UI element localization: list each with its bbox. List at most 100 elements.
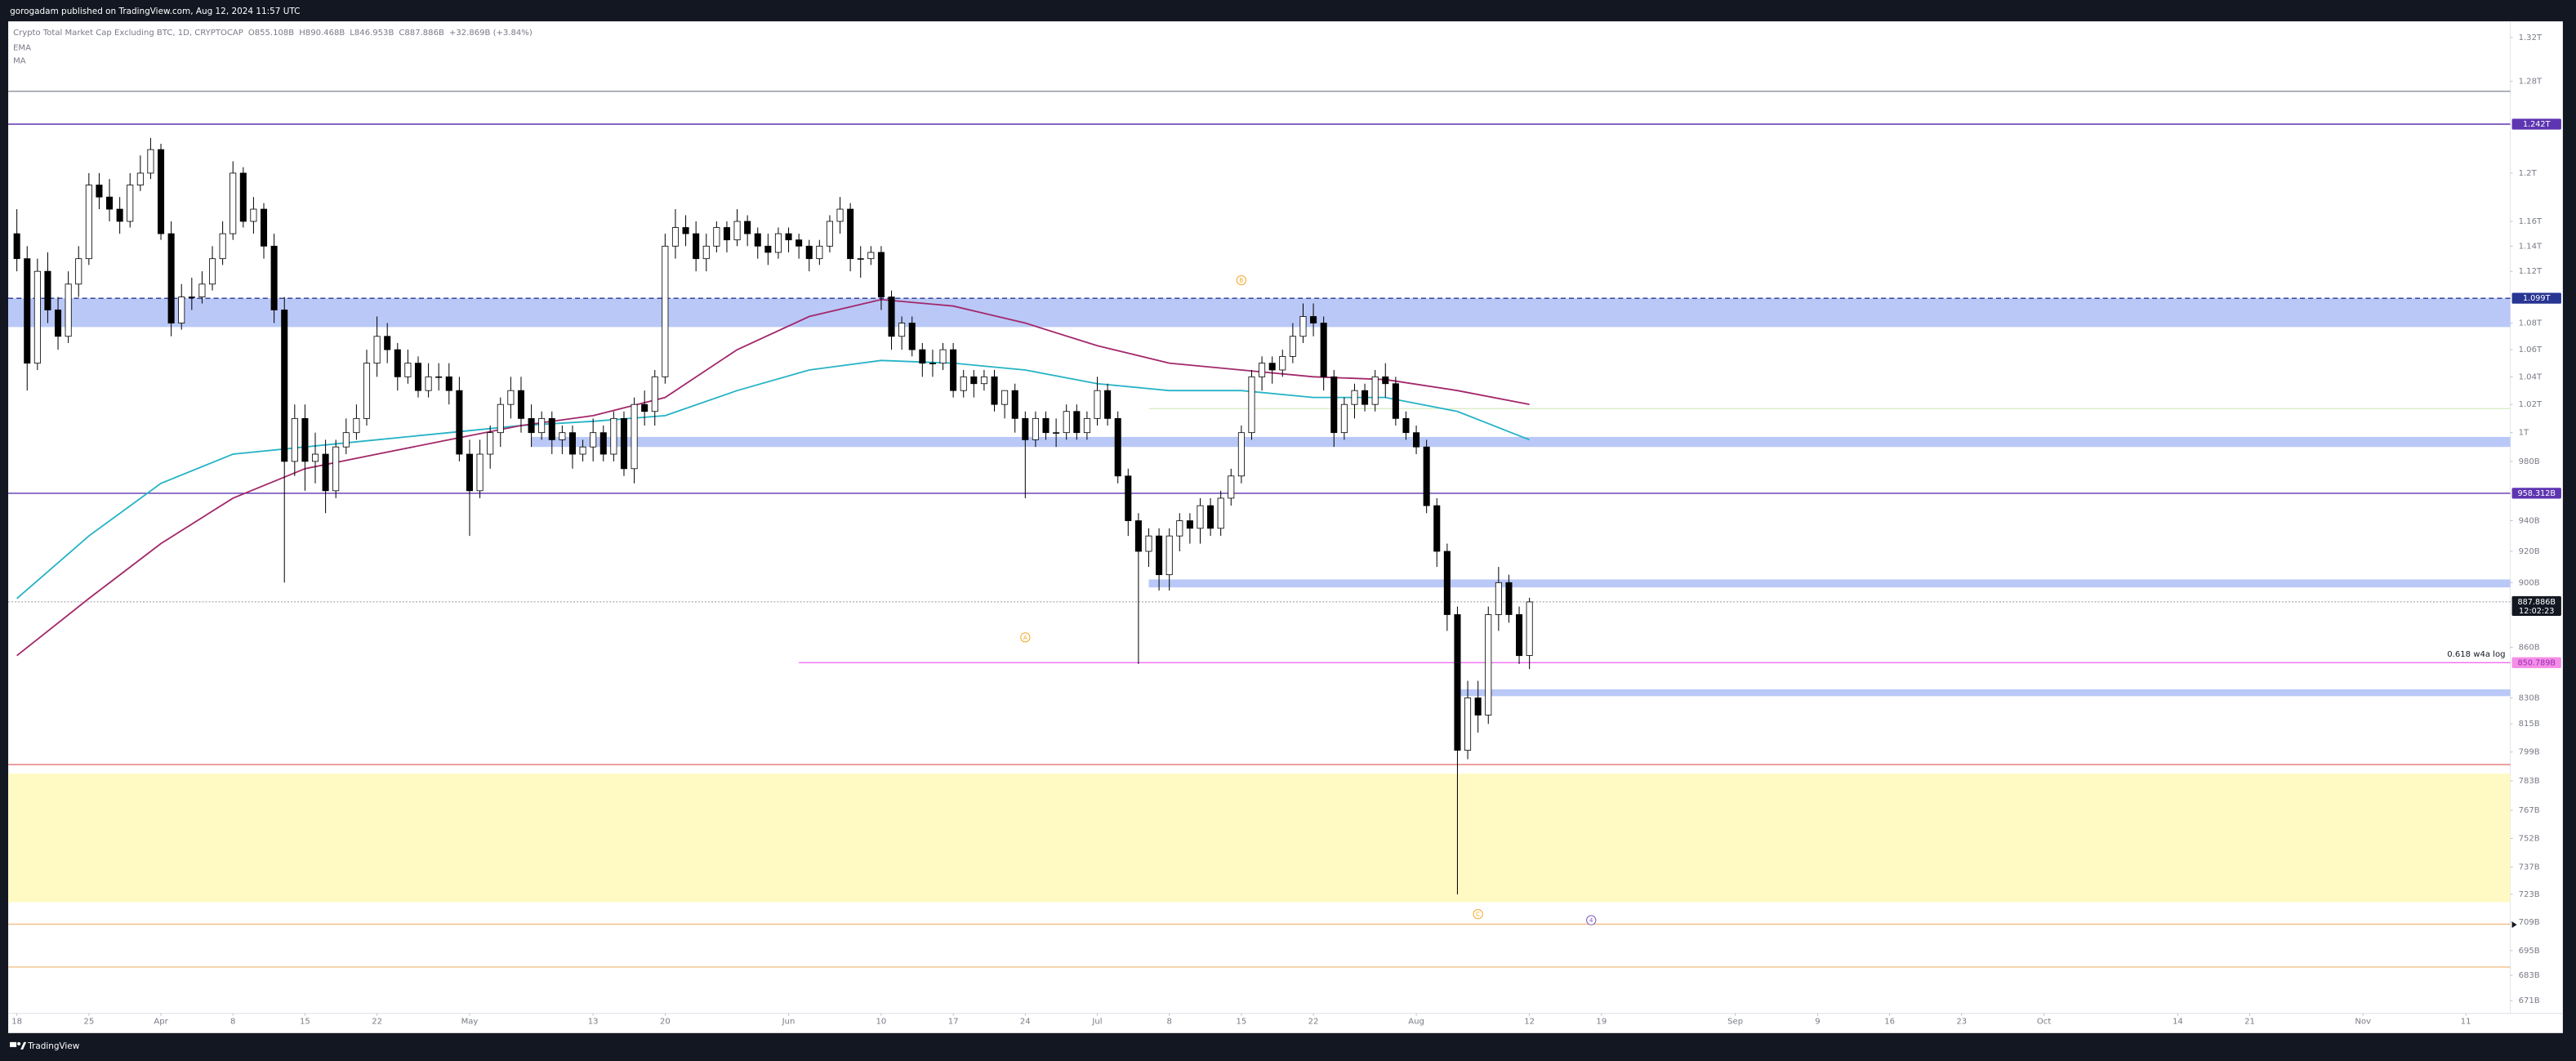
last-price-box — [2511, 595, 2561, 617]
candle-body — [425, 376, 432, 391]
candle-body — [65, 283, 72, 337]
candle-body — [991, 376, 998, 405]
level-label: 1.242T — [2523, 120, 2551, 129]
candle-body — [188, 296, 195, 298]
x-tick-label: 17 — [948, 1018, 959, 1027]
candle-body — [1134, 520, 1142, 552]
wave-marker-label: A — [1023, 634, 1027, 641]
y-tick-label: 767B — [2519, 806, 2540, 815]
legend-ohlc: C887.886B — [399, 29, 444, 38]
candle-body — [1402, 417, 1410, 434]
level-label-box — [2511, 292, 2561, 304]
y-tick-label: 671B — [2519, 996, 2540, 1005]
x-tick-label: 22 — [1308, 1018, 1319, 1027]
candle-body — [219, 233, 226, 260]
candle-body — [270, 245, 278, 310]
candle-body — [1495, 582, 1502, 615]
candle-body — [353, 417, 360, 434]
candle-body — [1268, 363, 1276, 371]
candle-body — [1053, 432, 1060, 434]
x-tick-label: 21 — [2244, 1018, 2255, 1027]
x-tick-label: 11 — [2461, 1018, 2471, 1027]
candle-body — [332, 446, 340, 492]
y-tick-label: 860B — [2519, 644, 2540, 653]
x-tick-label: 20 — [660, 1018, 671, 1027]
candle-body — [1516, 614, 1523, 657]
candle-body — [702, 245, 710, 260]
candle-body — [1125, 475, 1132, 521]
candle-body — [826, 221, 833, 247]
x-tick-label: May — [461, 1018, 479, 1027]
candle-body — [1485, 614, 1492, 716]
candle-body — [1094, 390, 1101, 419]
candle-body — [404, 363, 412, 377]
candle-body — [136, 172, 144, 185]
candle-body — [538, 417, 546, 434]
candle-body — [1330, 376, 1338, 434]
x-tick-label: 16 — [1884, 1018, 1895, 1027]
candle-body — [1454, 614, 1461, 751]
candle-body — [1073, 411, 1081, 434]
candle-body — [548, 417, 555, 440]
candle-body — [147, 149, 154, 174]
candle-body — [1443, 551, 1451, 615]
x-tick-label: 15 — [300, 1018, 310, 1027]
candle-body — [1217, 497, 1224, 529]
candle-body — [13, 233, 20, 260]
candle-body — [857, 258, 864, 260]
candle-body — [1207, 505, 1214, 529]
y-tick-label: 940B — [2519, 517, 2540, 526]
y-tick-label: 1.2T — [2519, 169, 2538, 178]
candle-body — [497, 403, 504, 434]
legend-ohlc: +32.869B (+3.84%) — [449, 29, 533, 38]
candle-body — [1063, 411, 1070, 434]
candle-body — [476, 453, 484, 492]
candle-body — [239, 172, 247, 222]
legend-ohlc: O855.108B — [248, 29, 294, 38]
candle-body — [1392, 383, 1399, 419]
candle-body — [198, 283, 206, 297]
wave-marker-label: C — [1476, 911, 1480, 918]
candle-body — [167, 233, 175, 323]
level-label: 1.099T — [2523, 294, 2551, 303]
candle-body — [1382, 376, 1389, 385]
x-tick-label: 10 — [876, 1018, 887, 1027]
y-tick-label: 900B — [2519, 578, 2540, 587]
x-tick-label: 23 — [1956, 1018, 1967, 1027]
candle-body — [208, 258, 216, 285]
candle-body — [1526, 601, 1533, 656]
tv-logo: TradingView — [10, 1041, 80, 1051]
indicator-line — [16, 359, 1530, 600]
countdown: 12:02:23 — [2519, 607, 2554, 616]
wave-marker — [1473, 909, 1483, 920]
candle-body — [1156, 535, 1163, 576]
x-tick-label: Oct — [2037, 1018, 2051, 1027]
candle-body — [754, 233, 761, 247]
footer-brand: TradingView — [27, 1041, 80, 1051]
candle-body — [250, 208, 257, 222]
candle-body — [774, 233, 782, 253]
level-label-box — [2511, 118, 2561, 130]
zone — [1148, 579, 2511, 588]
zone — [1457, 689, 2511, 697]
candle-body — [85, 185, 92, 260]
candle-body — [342, 432, 350, 448]
candle-body — [158, 149, 165, 234]
level-label: 850.789B — [2517, 658, 2555, 667]
candle-body — [631, 403, 638, 470]
candle-body — [744, 221, 751, 234]
x-tick-label: 24 — [1020, 1018, 1031, 1027]
x-tick-label: Sep — [1727, 1018, 1743, 1027]
candle-body — [96, 185, 103, 198]
candle-body — [970, 376, 978, 385]
last-price-label: 887.886B — [2517, 598, 2555, 607]
candle-body — [836, 208, 844, 222]
candle-body — [1165, 535, 1173, 576]
candle-body — [610, 417, 617, 455]
candle-body — [723, 227, 730, 241]
candle-body — [579, 446, 586, 455]
candle-body — [888, 296, 895, 337]
y-tick-label: 1.02T — [2519, 400, 2543, 409]
candle-body — [116, 208, 123, 222]
